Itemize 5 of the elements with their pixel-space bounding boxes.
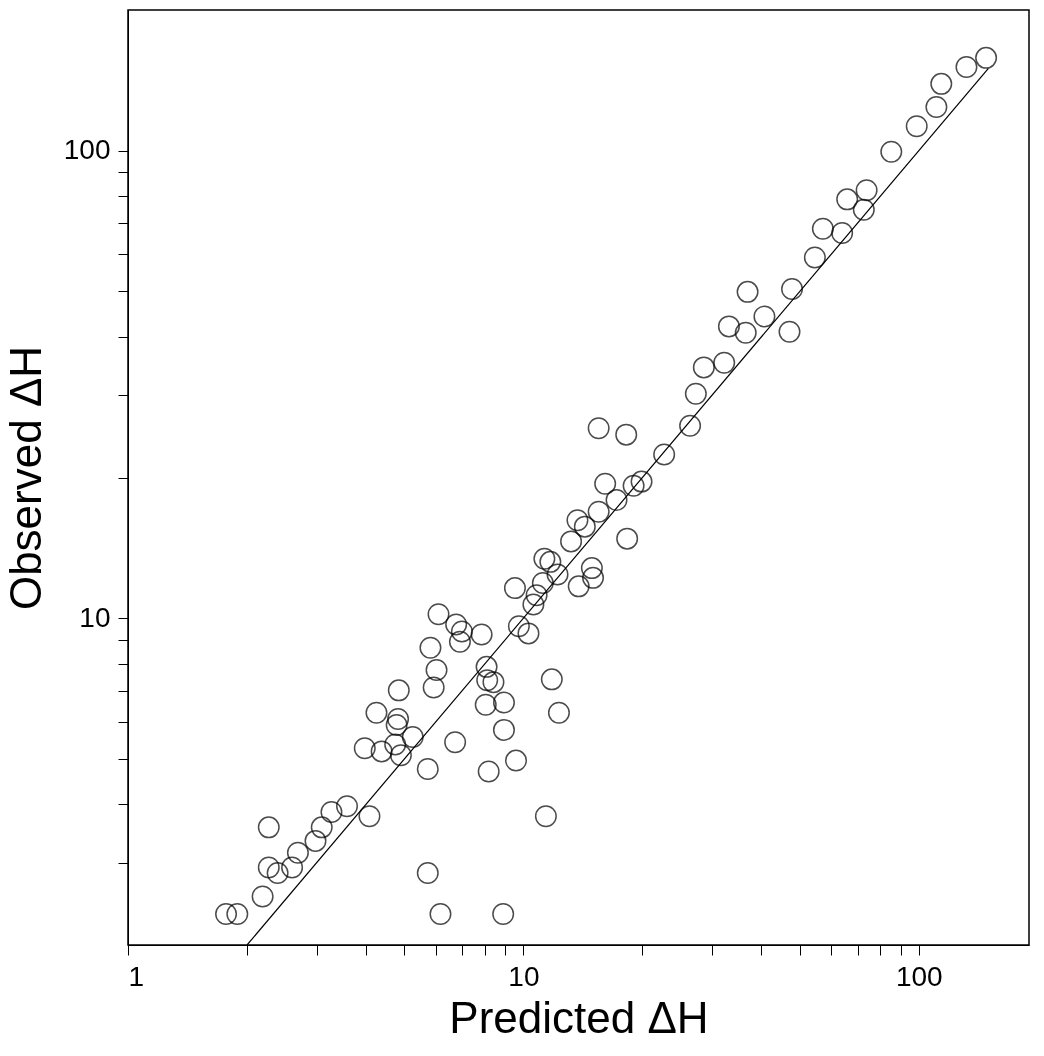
x-tick-label: 100 [895,960,943,992]
y-axis-title: Observed ΔH [0,345,50,611]
x-tick-label: 1 [128,960,145,992]
x-axis-title: Predicted ΔH [449,992,709,1042]
x-tick-label: 10 [508,960,540,992]
